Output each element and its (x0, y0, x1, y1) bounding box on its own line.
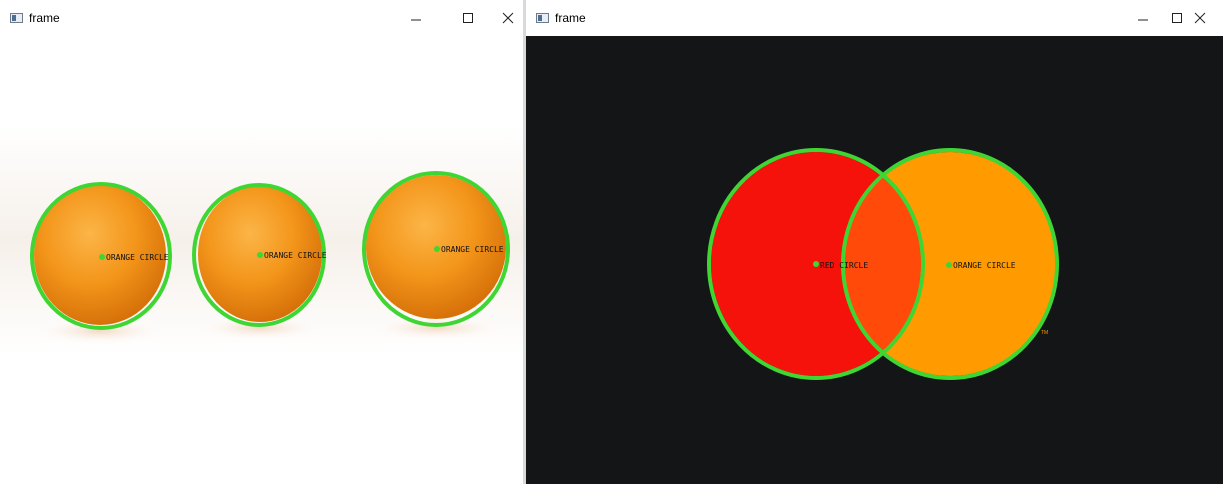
oranges-scene: ORANGE CIRCLE ORANGE CIRCLE ORANGE CIRCL… (0, 126, 523, 356)
frame-image: RED CIRCLE ORANGE CIRCLE TM (526, 36, 1223, 484)
window-left: frame (0, 0, 523, 484)
shadow (365, 315, 509, 341)
circle-label: ORANGE CIRCLE (264, 251, 327, 260)
detection-circle (362, 171, 510, 327)
overlap-region (844, 152, 921, 376)
minimize-icon (411, 19, 421, 21)
window-title: frame (29, 11, 60, 25)
close-button[interactable] (1177, 0, 1223, 36)
venn-scene: RED CIRCLE ORANGE CIRCLE TM (707, 148, 1059, 380)
maximize-icon (463, 13, 473, 23)
circle-label: ORANGE CIRCLE (441, 245, 504, 254)
center-dot (434, 246, 440, 252)
minimize-button[interactable] (1120, 0, 1166, 36)
close-icon (502, 12, 514, 24)
app-icon (10, 13, 23, 23)
minimize-icon (1138, 19, 1148, 21)
detection-circle (192, 183, 326, 327)
app-icon (536, 13, 549, 23)
center-dot (257, 252, 263, 258)
shadow (30, 317, 170, 345)
window-separator (523, 0, 526, 484)
maximize-button[interactable] (445, 0, 491, 36)
window-title: frame (555, 11, 586, 25)
center-dot (99, 254, 105, 260)
center-dot (946, 262, 952, 268)
titlebar[interactable]: frame (526, 0, 1223, 36)
detection-circle (30, 182, 172, 330)
titlebar[interactable]: frame (0, 0, 523, 36)
close-icon (1194, 12, 1206, 24)
center-dot (813, 261, 819, 267)
detection-circle (841, 148, 1059, 380)
circle-label: RED CIRCLE (820, 261, 868, 270)
frame-image: ORANGE CIRCLE ORANGE CIRCLE ORANGE CIRCL… (0, 36, 523, 484)
minimize-button[interactable] (393, 0, 439, 36)
circle-label: ORANGE CIRCLE (106, 253, 169, 262)
trademark-mark: TM (1041, 330, 1048, 336)
circle-label: ORANGE CIRCLE (953, 261, 1016, 270)
window-right: frame (526, 0, 1223, 484)
maximize-button[interactable] (1154, 0, 1200, 36)
close-button[interactable] (485, 0, 523, 36)
detection-circle (707, 148, 925, 380)
shadow (194, 315, 326, 341)
maximize-icon (1172, 13, 1182, 23)
